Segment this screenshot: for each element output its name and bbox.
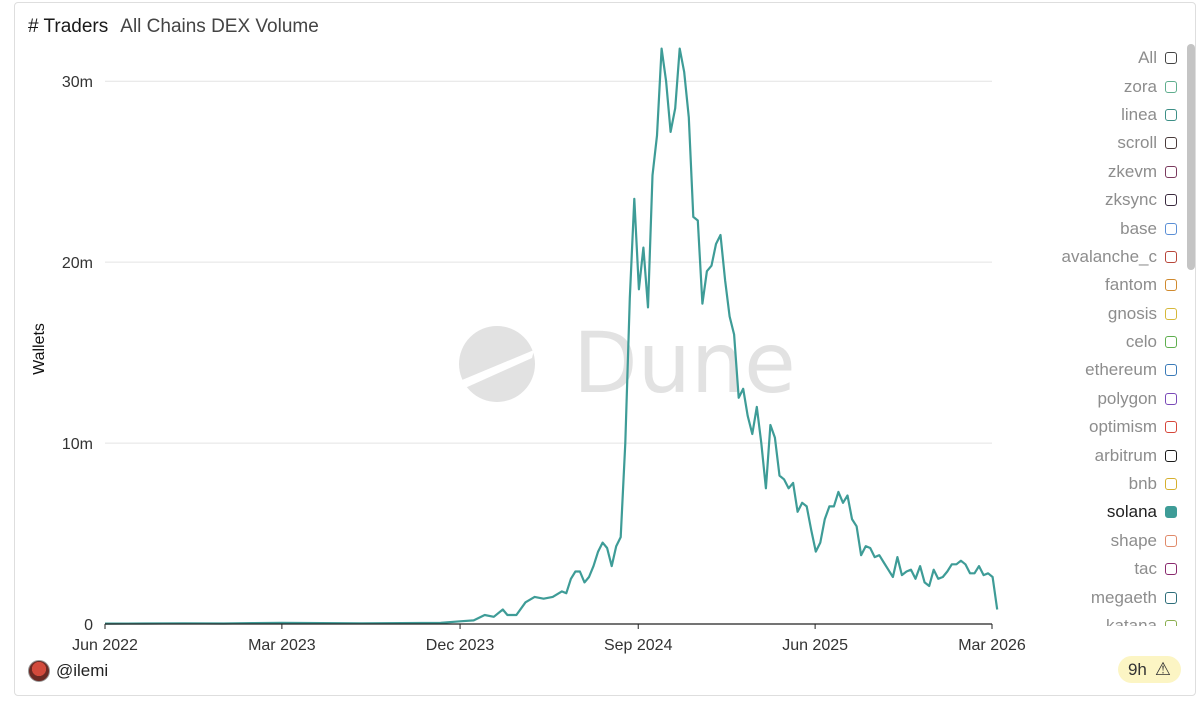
chart-legend: All zora linea scroll zkevm zksync base avalanc… [1007, 44, 1177, 626]
legend-item-polygon[interactable]: polygon [1007, 385, 1177, 413]
legend-item-celo[interactable]: celo [1007, 328, 1177, 356]
refresh-age-badge[interactable]: 9h ⚠ [1117, 656, 1181, 683]
legend-item-katana[interactable]: katana [1007, 612, 1177, 626]
legend-checkbox[interactable] [1165, 307, 1177, 320]
legend-checkbox[interactable] [1165, 222, 1177, 235]
legend-label: All [1138, 48, 1157, 68]
legend-checkbox[interactable] [1165, 80, 1177, 93]
legend-checkbox[interactable] [1165, 506, 1177, 519]
y-tick-label: 10m [62, 436, 93, 453]
legend-checkbox[interactable] [1165, 137, 1177, 150]
legend-checkbox[interactable] [1165, 165, 1177, 178]
legend-label: tac [1134, 559, 1157, 579]
y-tick-label: 30m [62, 74, 93, 91]
x-tick-label: Sep 2024 [604, 637, 673, 654]
y-axis-title: Wallets [31, 323, 48, 375]
legend-item-tac[interactable]: tac [1007, 555, 1177, 583]
legend-checkbox[interactable] [1165, 52, 1177, 65]
legend-label: gnosis [1107, 303, 1157, 323]
legend-checkbox[interactable] [1165, 421, 1177, 434]
legend-checkbox[interactable] [1165, 534, 1177, 547]
y-tick-label: 20m [62, 255, 93, 272]
legend-item-bnb[interactable]: bnb [1007, 470, 1177, 498]
legend-checkbox[interactable] [1165, 478, 1177, 491]
x-tick-label: Mar 2026 [958, 637, 1026, 654]
x-tick-label: Mar 2023 [248, 637, 316, 654]
legend-checkbox[interactable] [1165, 364, 1177, 377]
legend-label: bnb [1128, 474, 1157, 494]
legend-checkbox[interactable] [1165, 449, 1177, 462]
avatar [28, 660, 50, 682]
legend-checkbox[interactable] [1165, 563, 1177, 576]
legend-label: celo [1125, 332, 1157, 352]
legend-item-gnosis[interactable]: gnosis [1007, 300, 1177, 328]
legend-item-megaeth[interactable]: megaeth [1007, 583, 1177, 611]
chart-title: # Traders [28, 16, 109, 37]
chart-card [14, 2, 1196, 696]
legend-item-zora[interactable]: zora [1007, 72, 1177, 100]
age-label: 9h [1127, 659, 1147, 679]
legend-label: base [1120, 218, 1157, 238]
dune-watermark-text: Dune [573, 314, 796, 412]
legend-label: solana [1106, 502, 1157, 522]
legend-checkbox[interactable] [1165, 108, 1177, 121]
legend-label: ethereum [1085, 360, 1157, 380]
x-tick-label: Jun 2022 [72, 637, 138, 654]
legend-checkbox[interactable] [1165, 336, 1177, 349]
legend-label: fantom [1105, 275, 1157, 295]
legend-label: optimism [1088, 417, 1157, 437]
dune-logo-icon [459, 326, 535, 402]
legend-label: scroll [1117, 133, 1157, 153]
legend-checkbox[interactable] [1165, 279, 1177, 292]
legend-item-shape[interactable]: shape [1007, 527, 1177, 555]
author-link[interactable]: @ilemi [28, 660, 108, 682]
y-tick-label: 0 [84, 617, 93, 634]
legend-label: linea [1121, 104, 1157, 124]
legend-item-zkevm[interactable]: zkevm [1007, 158, 1177, 186]
x-tick-label: Jun 2025 [782, 637, 848, 654]
legend-checkbox[interactable] [1165, 392, 1177, 405]
legend-item-linea[interactable]: linea [1007, 101, 1177, 129]
x-tick-label: Dec 2023 [426, 637, 495, 654]
legend-item-fantom[interactable]: fantom [1007, 271, 1177, 299]
legend-label: zkevm [1107, 161, 1157, 181]
legend-item-zksync[interactable]: zksync [1007, 186, 1177, 214]
legend-label: avalanche_c [1061, 246, 1157, 266]
legend-item-scroll[interactable]: scroll [1007, 129, 1177, 157]
legend-item-All[interactable]: All [1007, 44, 1177, 72]
legend-label: polygon [1097, 388, 1157, 408]
chart-subtitle: All Chains DEX Volume [120, 16, 319, 37]
legend-label: zksync [1105, 190, 1157, 210]
legend-checkbox[interactable] [1165, 591, 1177, 604]
legend-label: arbitrum [1094, 445, 1157, 465]
author-name: @ilemi [56, 661, 109, 680]
legend-label: zora [1123, 76, 1157, 96]
legend-item-arbitrum[interactable]: arbitrum [1007, 441, 1177, 469]
series-line-solana[interactable] [104, 47, 999, 625]
legend-checkbox[interactable] [1165, 250, 1177, 263]
legend-label: megaeth [1090, 587, 1157, 607]
legend-label: katana [1105, 616, 1157, 626]
legend-item-optimism[interactable]: optimism [1007, 413, 1177, 441]
warning-icon: ⚠ [1154, 659, 1171, 679]
legend-item-solana[interactable]: solana [1007, 498, 1177, 526]
legend-checkbox[interactable] [1165, 194, 1177, 207]
legend-item-avalanche-c[interactable]: avalanche_c [1007, 243, 1177, 271]
legend-item-base[interactable]: base [1007, 214, 1177, 242]
chart-header: # Traders All Chains DEX Volume [28, 16, 319, 38]
legend-label: shape [1110, 530, 1157, 550]
legend-checkbox[interactable] [1165, 620, 1177, 626]
legend-item-ethereum[interactable]: ethereum [1007, 356, 1177, 384]
legend-scrollbar[interactable] [1187, 44, 1195, 270]
